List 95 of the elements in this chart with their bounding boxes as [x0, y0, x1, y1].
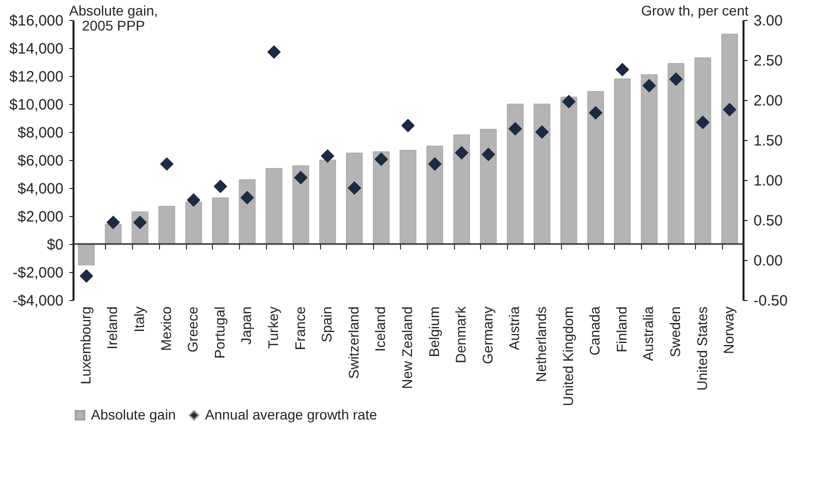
x-tick-label: Finland	[613, 306, 630, 352]
x-tick-label: Luxembourg	[77, 306, 94, 384]
y-tick-label: $4,000	[18, 180, 64, 198]
bar	[640, 74, 658, 244]
point	[669, 72, 683, 86]
x-tick-label: Austria	[506, 306, 522, 350]
point	[106, 216, 120, 230]
point	[348, 181, 362, 195]
x-tick-label: Denmark	[452, 306, 469, 364]
bar	[560, 96, 578, 244]
x-tick-label: Sweden	[667, 306, 683, 358]
bar	[158, 206, 176, 244]
bar	[694, 58, 712, 244]
y2-tick-label: 0.50	[754, 212, 783, 230]
point	[642, 78, 656, 92]
point	[588, 106, 602, 120]
point	[454, 146, 468, 160]
y-axis-title: Absolute gain, 2005 PPP	[69, 2, 158, 34]
point	[696, 116, 710, 130]
y2-tick-label: 3.00	[754, 12, 783, 30]
bar	[319, 160, 336, 244]
y-tick-label: -$4,000	[12, 292, 64, 310]
y2-tick-label: 0.00	[754, 252, 783, 270]
point	[401, 118, 415, 132]
y2-axis-title: Grow th, per cent	[641, 2, 749, 18]
bar	[668, 63, 684, 244]
x-tick-label: Belgium	[426, 306, 442, 358]
y-tick-label: $14,000	[9, 40, 64, 58]
point	[320, 149, 334, 163]
point	[267, 45, 281, 59]
point	[616, 62, 630, 76]
y2-tick-label: 1.50	[754, 132, 783, 150]
x-tick-label: France	[292, 306, 308, 350]
x-tick-label: Germany	[479, 306, 496, 364]
bar	[400, 150, 416, 244]
y-tick-label: $10,000	[9, 96, 64, 114]
point	[428, 157, 442, 171]
bar	[372, 151, 390, 244]
bar	[426, 146, 444, 244]
bar	[480, 128, 497, 244]
bar	[614, 78, 631, 244]
x-tick-label: Japan	[238, 306, 254, 345]
legend-label: Annual average growth rate	[205, 406, 378, 422]
point	[80, 269, 94, 283]
x-tick-label: Spain	[318, 306, 335, 342]
bar	[453, 134, 470, 244]
x-tick-label: Netherlands	[533, 306, 549, 382]
point	[374, 152, 388, 166]
point	[722, 102, 736, 116]
y-tick-label: $12,000	[9, 68, 64, 86]
bar	[292, 165, 310, 244]
x-tick-label: New Zealand	[399, 306, 415, 389]
point	[214, 180, 228, 194]
bar	[266, 168, 282, 244]
x-tick-label: United States	[694, 306, 710, 391]
y2-tick-label: -0.50	[754, 292, 788, 310]
bar	[185, 202, 202, 244]
x-tick-label: Portugal	[211, 306, 228, 359]
bar	[506, 104, 524, 244]
x-tick-label: Ireland	[104, 306, 120, 350]
y-tick-label: $16,000	[9, 12, 64, 30]
x-tick-label: United Kingdom	[560, 306, 576, 406]
y-tick-label: $8,000	[18, 124, 64, 142]
point	[160, 157, 174, 171]
y-tick-label: -$2,000	[12, 264, 64, 282]
y2-tick-label: 2.00	[754, 92, 783, 110]
point	[535, 125, 549, 139]
x-tick-label: Switzerland	[345, 306, 362, 379]
point	[482, 148, 496, 162]
x-tick-label: Iceland	[372, 306, 388, 352]
point	[562, 94, 576, 108]
bar	[78, 244, 95, 266]
bar	[534, 104, 550, 244]
y-tick-label: $0	[46, 236, 64, 254]
bar	[587, 91, 604, 244]
legend-label: Absolute gain	[91, 406, 176, 422]
point	[240, 190, 254, 204]
x-tick-label: Italy	[131, 306, 147, 332]
x-tick-label: Mexico	[158, 306, 174, 351]
x-tick-label: Turkey	[265, 306, 281, 349]
x-tick-label: Canada	[586, 306, 603, 356]
point	[186, 193, 200, 207]
y2-tick-label: 1.00	[754, 172, 783, 190]
bar	[212, 198, 229, 244]
point	[508, 122, 522, 136]
x-tick-label: Norway	[720, 306, 737, 354]
point	[294, 170, 308, 184]
x-tick-label: Australia	[640, 306, 656, 361]
y2-tick-label: 2.50	[754, 52, 783, 70]
x-tick-label: Greece	[184, 306, 201, 352]
y-tick-label: $2,000	[18, 208, 64, 226]
bar	[721, 34, 738, 244]
bar	[238, 179, 256, 244]
bar	[346, 152, 363, 244]
y-tick-label: $6,000	[18, 152, 64, 170]
